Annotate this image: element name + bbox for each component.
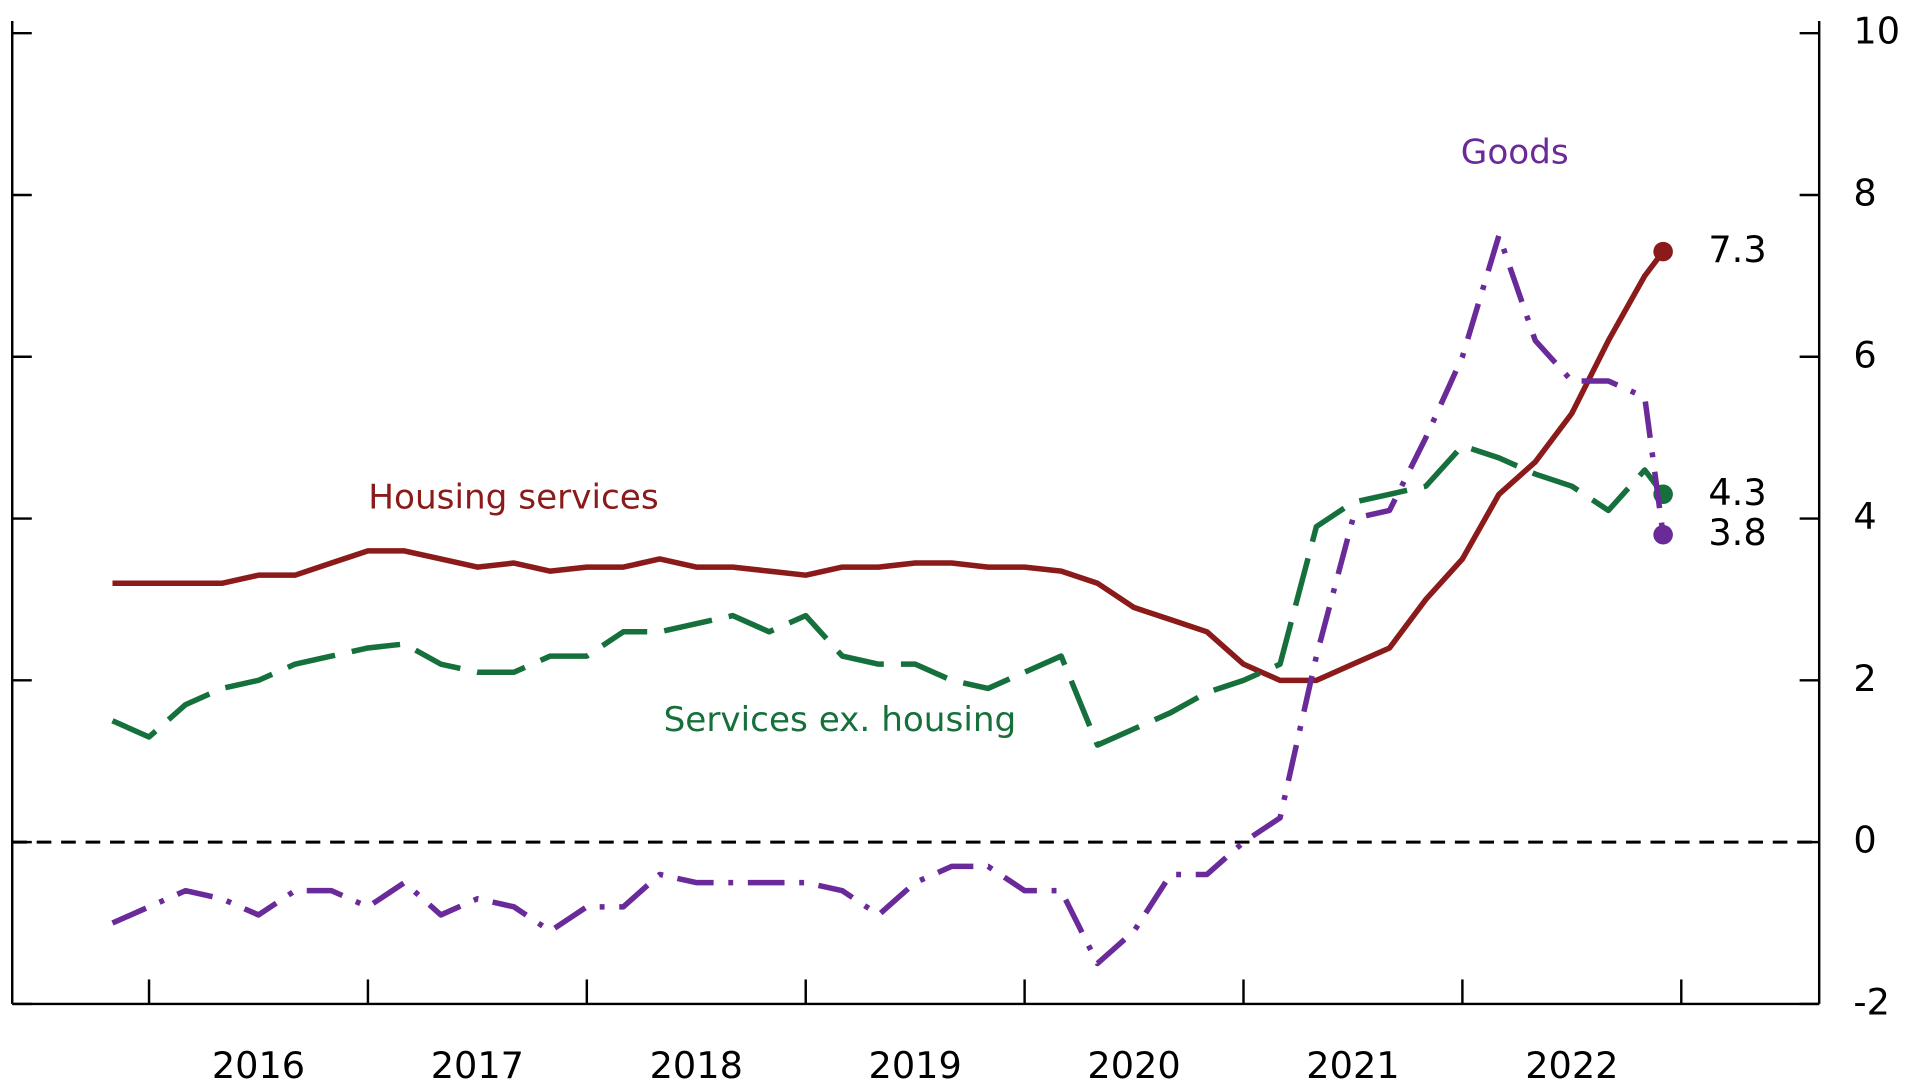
end-marker	[1653, 524, 1673, 545]
x-tick-label: 2018	[650, 1044, 743, 1086]
x-tick-label: 2016	[212, 1044, 305, 1086]
end-label: 7.3	[1708, 228, 1766, 271]
series-line	[112, 249, 1666, 684]
series-label: Goods	[1461, 133, 1569, 173]
series-label: Housing services	[368, 477, 658, 517]
x-tick-label: 2019	[869, 1044, 962, 1086]
x-tick-label: 2022	[1525, 1044, 1618, 1086]
series-label: Services ex. housing	[664, 700, 1017, 740]
end-label: 3.8	[1708, 511, 1766, 554]
y-tick-label: 4	[1853, 495, 1876, 538]
y-tick-label: 10	[1853, 10, 1900, 53]
y-tick-label: 6	[1853, 333, 1876, 376]
x-tick-label: 2021	[1306, 1044, 1399, 1086]
series-line	[111, 442, 1666, 748]
y-tick-label: 8	[1853, 171, 1876, 214]
series-line	[111, 232, 1666, 967]
x-tick-label: 2020	[1087, 1044, 1180, 1086]
x-tick-label: 2017	[431, 1044, 524, 1086]
y-tick-label: -2	[1853, 980, 1890, 1023]
y-tick-label: 0	[1853, 819, 1876, 862]
end-marker	[1653, 241, 1673, 262]
y-tick-label: 2	[1853, 657, 1876, 700]
end-label: 4.3	[1708, 471, 1766, 514]
